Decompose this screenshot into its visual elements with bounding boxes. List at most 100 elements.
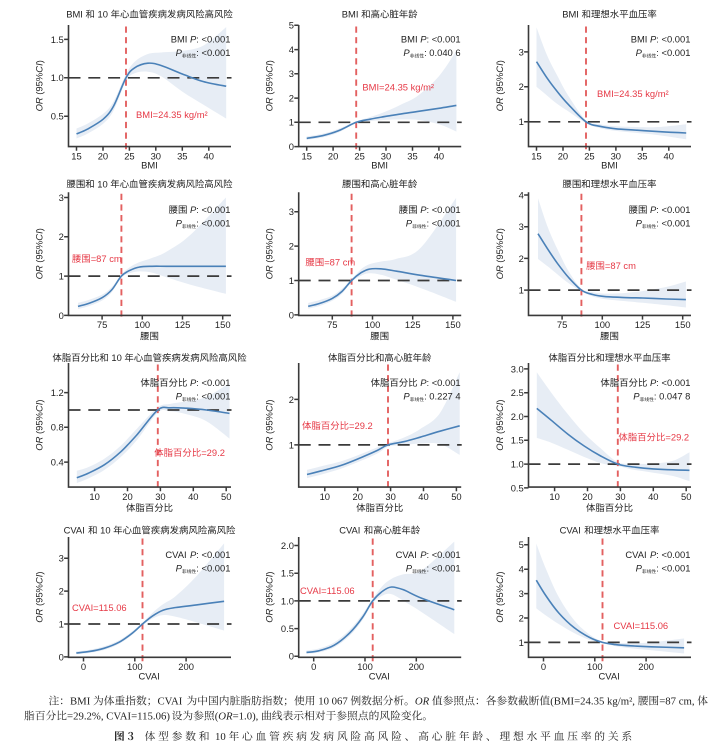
svg-text:15: 15 (71, 150, 81, 161)
svg-text:OR: OR (494, 265, 505, 279)
svg-text:50: 50 (451, 491, 461, 502)
svg-text:=87 cm: =87 cm (324, 257, 355, 268)
svg-text:(95%: (95% (494, 412, 505, 437)
svg-text:P: P (650, 204, 657, 215)
svg-text:): ) (264, 228, 275, 231)
svg-text:CVAI: CVAI (625, 549, 649, 560)
svg-text:2: 2 (289, 93, 294, 104)
svg-text:0: 0 (541, 661, 546, 672)
svg-text:: <0.001: : <0.001 (196, 549, 230, 560)
svg-text:10: 10 (109, 352, 125, 363)
svg-text:: <0.001: : <0.001 (656, 549, 690, 560)
svg-text:CI: CI (34, 63, 45, 73)
svg-text:: 0.047 8: : 0.047 8 (654, 391, 691, 402)
svg-text:: <0.001: : <0.001 (656, 377, 690, 388)
svg-text:BMI: BMI (70, 696, 93, 708)
svg-text:100: 100 (357, 661, 373, 672)
svg-text:CVAI: CVAI (599, 670, 620, 681)
svg-text:2.0: 2.0 (281, 540, 294, 551)
svg-text:125: 125 (635, 319, 651, 330)
svg-text:50: 50 (221, 491, 231, 502)
svg-text:3: 3 (59, 553, 64, 564)
svg-text:=87 cm,: =87 cm, (659, 696, 697, 708)
svg-text:CVAI=115.06: CVAI=115.06 (72, 602, 127, 613)
svg-text:OR: OR (264, 265, 275, 279)
svg-text:: <0.001: : <0.001 (427, 33, 461, 44)
svg-text:150: 150 (675, 319, 691, 330)
svg-text:2.0: 2.0 (511, 411, 524, 422)
svg-text:): ) (34, 60, 45, 63)
svg-text:BMI: BMI (631, 33, 650, 44)
svg-text:3: 3 (519, 46, 524, 57)
svg-text:40: 40 (418, 491, 428, 502)
svg-text:OR: OR (494, 608, 505, 622)
svg-text:1.5: 1.5 (511, 435, 524, 446)
svg-text:OR: OR (34, 608, 45, 622)
svg-text:=29.2: =29.2 (665, 432, 689, 443)
svg-text:BMI: BMI (601, 160, 618, 171)
svg-text:P: P (636, 47, 643, 58)
svg-text:BMI=24.35 kg/m²: BMI=24.35 kg/m² (597, 88, 669, 99)
svg-text:OR: OR (34, 265, 45, 279)
svg-text:150: 150 (445, 319, 461, 330)
svg-text:10: 10 (320, 491, 330, 502)
svg-text:1: 1 (289, 117, 294, 128)
svg-text:15: 15 (531, 150, 541, 161)
svg-text:5: 5 (519, 539, 524, 550)
svg-text:3: 3 (289, 68, 294, 79)
svg-text:35: 35 (407, 150, 417, 161)
svg-text:1.0: 1.0 (51, 72, 64, 83)
svg-text:40: 40 (648, 491, 658, 502)
svg-text:: <0.001: : <0.001 (656, 33, 690, 44)
svg-text:BMI: BMI (66, 9, 85, 20)
svg-text:10: 10 (95, 9, 111, 20)
svg-text:CVAI: CVAI (560, 525, 584, 536)
svg-text:2: 2 (519, 253, 524, 264)
svg-text:2: 2 (59, 231, 64, 242)
svg-text:3: 3 (289, 206, 294, 217)
svg-text:²: ² (629, 696, 632, 708)
svg-text:CVAI=115.06: CVAI=115.06 (614, 620, 669, 631)
svg-text:: <0.001: : <0.001 (196, 377, 230, 388)
svg-text:=29.2: =29.2 (349, 420, 373, 431)
svg-text:0: 0 (289, 141, 294, 152)
svg-text:0: 0 (289, 651, 294, 662)
svg-text:4: 4 (289, 44, 294, 55)
svg-text:BMI: BMI (401, 33, 420, 44)
svg-text:P: P (636, 218, 643, 229)
svg-text:40: 40 (204, 150, 214, 161)
svg-text:100: 100 (595, 319, 611, 330)
svg-text:OR: OR (34, 436, 45, 450)
svg-text:20: 20 (98, 150, 108, 161)
svg-text:P: P (420, 33, 427, 44)
svg-text:P: P (420, 549, 427, 560)
svg-text:(95%: (95% (494, 584, 505, 609)
svg-text:(95%: (95% (34, 412, 45, 437)
svg-text:20: 20 (122, 491, 132, 502)
svg-text:OR: OR (264, 608, 275, 622)
svg-text:CI: CI (494, 574, 505, 584)
svg-text:1: 1 (289, 275, 294, 286)
svg-text:4: 4 (519, 189, 524, 200)
svg-text:(95%: (95% (264, 73, 275, 98)
svg-text:): ) (34, 228, 45, 231)
svg-text:P: P (190, 204, 197, 215)
svg-text:200: 200 (409, 661, 425, 672)
svg-text:0.4: 0.4 (51, 457, 64, 468)
svg-text:3: 3 (519, 588, 524, 599)
svg-text:0.5: 0.5 (51, 111, 64, 122)
svg-text:50: 50 (681, 491, 691, 502)
svg-text:): ) (264, 399, 275, 402)
svg-text:BMI: BMI (141, 160, 158, 171)
svg-text:30: 30 (151, 150, 161, 161)
svg-text:10 067: 10 067 (316, 696, 351, 708)
svg-text:1.5: 1.5 (51, 34, 64, 45)
svg-text:(95%: (95% (264, 584, 275, 609)
svg-text:P: P (650, 549, 657, 560)
svg-text:40: 40 (664, 150, 674, 161)
svg-text:(95%: (95% (264, 412, 275, 437)
svg-text:100: 100 (127, 661, 143, 672)
svg-text:=1.0),: =1.0), (233, 711, 261, 723)
svg-text:): ) (264, 571, 275, 574)
svg-text:P: P (403, 391, 410, 402)
